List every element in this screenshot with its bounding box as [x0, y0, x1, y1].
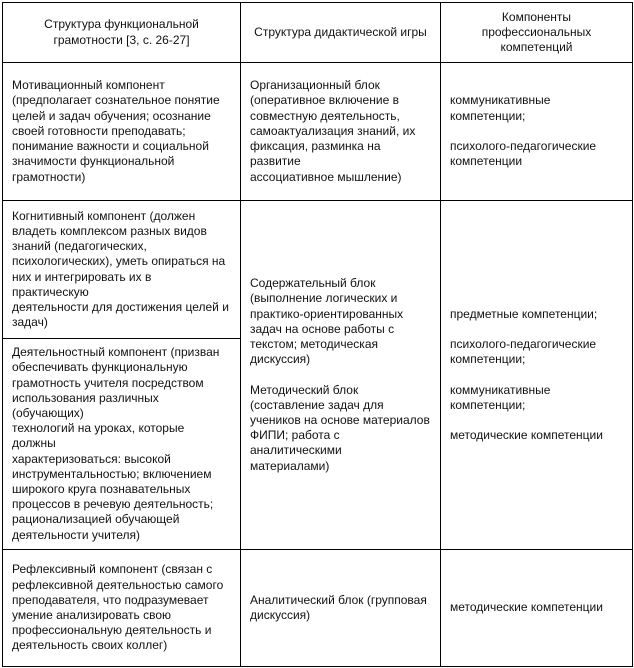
table-row: Когнитивный компонент (должен владеть ко… [2, 200, 633, 550]
table-row: Мотивационный компонент (предполагает со… [2, 62, 633, 201]
table-header-row: Структура функциональной грамотности [3,… [2, 2, 633, 63]
table-row: Рефлексивный компонент (связан с рефлекс… [2, 549, 633, 667]
cell-game-block-merged: Содержательный блок (выполнение логическ… [240, 200, 441, 550]
cell-component: Деятельностный компонент (призван обеспе… [2, 338, 241, 550]
header-didactic-game-structure: Структура дидактической игры [240, 2, 441, 63]
header-professional-competencies: Компоненты профессиональных компетенций [440, 2, 633, 63]
cell-game-block: Аналитический блок (групповая дискуссия) [240, 549, 441, 667]
cell-competencies-merged: предметные компетенции; психолого-педаго… [440, 200, 633, 550]
cell-component: Когнитивный компонент (должен владеть ко… [2, 200, 241, 339]
table-row: Деятельностный компонент (призван обеспе… [2, 338, 633, 550]
header-functional-literacy-structure: Структура функциональной грамотности [3,… [2, 2, 241, 63]
cell-competencies: коммуникативные компетенции; психолого-п… [440, 62, 633, 201]
cell-competencies: методические компетенции [440, 549, 633, 667]
cell-component: Мотивационный компонент (предполагает со… [2, 62, 241, 201]
cell-game-block: Организационный блок (оперативное включе… [240, 62, 441, 201]
cell-component: Рефлексивный компонент (связан с рефлекс… [2, 549, 241, 667]
